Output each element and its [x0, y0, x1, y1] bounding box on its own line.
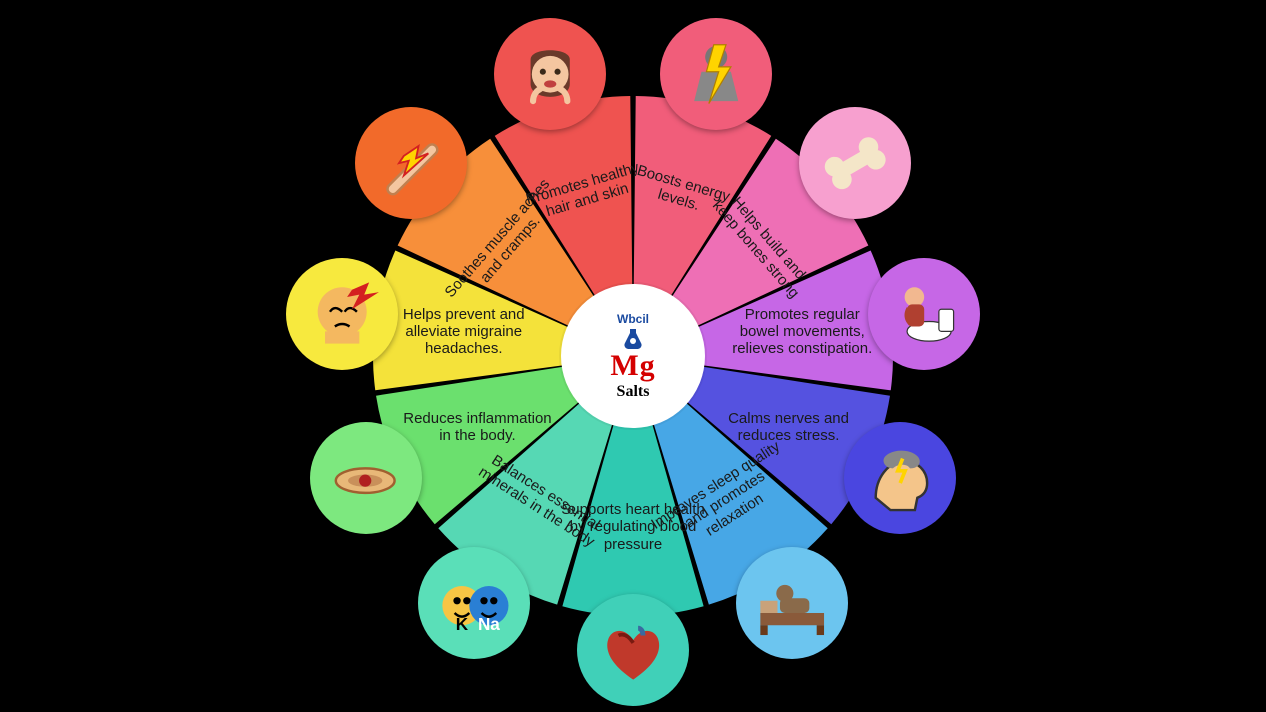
stage: Boosts energy levels.Helps build and kee… [0, 0, 1266, 712]
muscle-icon [355, 107, 467, 219]
svg-text:Na: Na [478, 614, 500, 634]
hub-mg: Mg [610, 349, 655, 383]
svg-text:K: K [456, 614, 469, 634]
bone-icon [799, 107, 911, 219]
center-hub: Wbcil Mg Salts [561, 284, 705, 428]
minerals-icon: K Na [418, 547, 530, 659]
sleep-icon [736, 547, 848, 659]
hub-salts: Salts [617, 383, 650, 401]
energy-icon [660, 18, 772, 130]
migraine-icon [286, 258, 398, 370]
heart-icon [577, 594, 689, 706]
inflame-icon [310, 422, 422, 534]
stress-icon [844, 422, 956, 534]
hub-logo-text: Wbcil [617, 312, 649, 326]
beauty-icon [494, 18, 606, 130]
flask-icon [621, 327, 645, 349]
toilet-icon [868, 258, 980, 370]
hub-logo: Wbcil [617, 312, 649, 349]
